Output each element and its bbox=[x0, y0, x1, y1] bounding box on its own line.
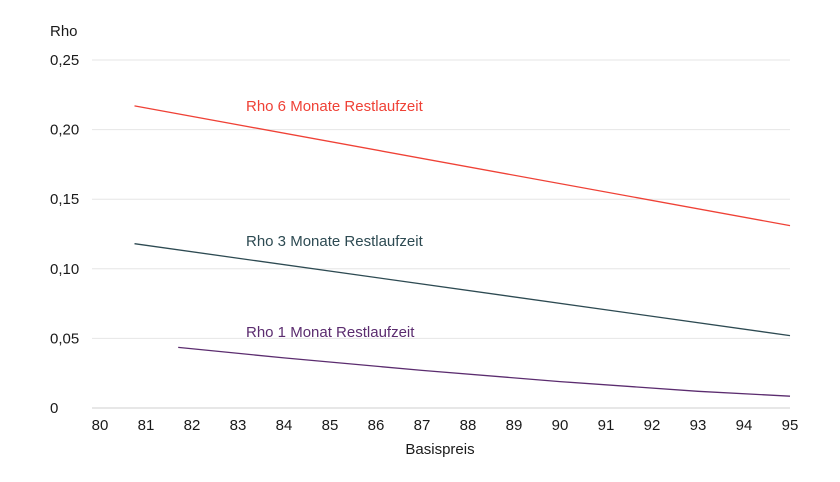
x-tick-label: 85 bbox=[322, 417, 339, 434]
y-axis-title: Rho bbox=[50, 23, 78, 40]
y-tick-label: 0,05 bbox=[50, 330, 79, 347]
x-tick-label: 91 bbox=[598, 417, 615, 434]
x-tick-label: 83 bbox=[230, 417, 247, 434]
x-tick-label: 80 bbox=[92, 417, 109, 434]
series-line bbox=[134, 105, 791, 227]
series-line bbox=[134, 243, 791, 337]
x-axis-title: Basispreis bbox=[405, 441, 474, 458]
x-tick-label: 94 bbox=[736, 417, 753, 434]
y-tick-label: 0 bbox=[50, 400, 58, 417]
y-tick-label: 0,10 bbox=[50, 261, 79, 278]
y-axis-ticks: 0 0,05 0,10 0,15 0,20 0,25 bbox=[50, 52, 79, 417]
series-label: Rho 3 Monate Restlaufzeit bbox=[246, 233, 424, 250]
x-tick-label: 90 bbox=[552, 417, 569, 434]
y-tick-label: 0,25 bbox=[50, 52, 79, 69]
x-tick-label: 81 bbox=[138, 417, 155, 434]
x-tick-label: 88 bbox=[460, 417, 477, 434]
x-axis-ticks: 80 81 82 83 84 85 86 87 88 89 90 91 92 93 94 95 bbox=[92, 417, 799, 434]
x-tick-label: 84 bbox=[276, 417, 293, 434]
gridlines bbox=[92, 59, 790, 409]
x-tick-label: 87 bbox=[414, 417, 431, 434]
series-labels: Rho 6 Monate Restlaufzeit Rho 3 Monate Re… bbox=[246, 98, 424, 341]
x-tick-label: 89 bbox=[506, 417, 523, 434]
series-label: Rho 1 Monat Restlaufzeit bbox=[246, 324, 415, 341]
x-tick-label: 82 bbox=[184, 417, 201, 434]
x-tick-label: 95 bbox=[782, 417, 799, 434]
series-line bbox=[178, 346, 791, 397]
y-tick-label: 0,15 bbox=[50, 191, 79, 208]
series-lines bbox=[134, 105, 791, 397]
x-tick-label: 93 bbox=[690, 417, 707, 434]
y-tick-label: 0,20 bbox=[50, 122, 79, 139]
series-label: Rho 6 Monate Restlaufzeit bbox=[246, 98, 424, 115]
x-tick-label: 92 bbox=[644, 417, 661, 434]
x-tick-label: 86 bbox=[368, 417, 385, 434]
